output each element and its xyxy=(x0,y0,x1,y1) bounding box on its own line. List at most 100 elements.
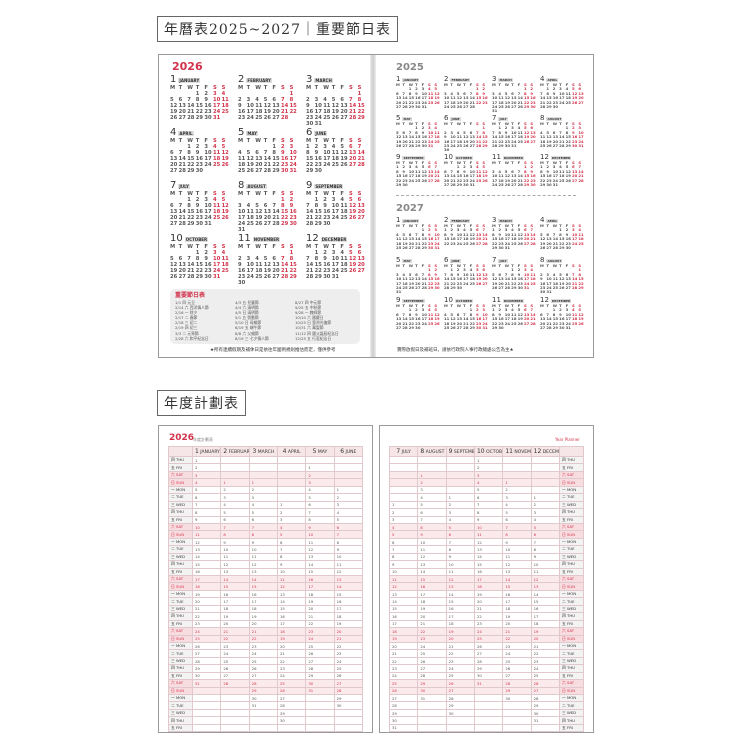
day: 11 xyxy=(540,134,546,140)
day: 24 xyxy=(238,221,246,227)
day: 7 xyxy=(408,129,412,135)
day: 20 xyxy=(427,173,434,179)
day-cell: 10 xyxy=(333,552,364,562)
weekday-label: 日 SUN xyxy=(559,686,584,696)
month-number: 3 xyxy=(306,74,313,85)
day-cell: 25 xyxy=(445,671,475,681)
weekday-letter: T xyxy=(463,160,466,165)
day-cell: 3 xyxy=(417,485,447,495)
weekday-letter: F xyxy=(421,263,425,268)
day: 27 xyxy=(255,168,263,174)
day: 15 xyxy=(578,276,584,282)
day: 6 xyxy=(523,307,527,313)
day: 22 xyxy=(540,177,546,183)
day: 10 xyxy=(469,168,475,174)
day-cell: 28 xyxy=(388,701,419,710)
day: 27 xyxy=(511,182,517,188)
weekday-letter: T xyxy=(331,138,336,144)
day: 25 xyxy=(475,177,482,183)
day-cell xyxy=(502,470,532,480)
day: 9 xyxy=(238,262,242,268)
weekday-label: 日 SUN xyxy=(559,582,584,591)
day: 4 xyxy=(540,129,543,135)
weekday-label: 五 FRI xyxy=(168,515,193,524)
day: 30 xyxy=(546,182,552,188)
day: 1 xyxy=(456,164,460,170)
day: 5 xyxy=(340,144,344,150)
day: 25 xyxy=(434,138,440,144)
day: 27 xyxy=(396,325,402,331)
day-cell: 9 xyxy=(333,545,364,554)
day-cell: 3 xyxy=(191,470,222,480)
weekday-letter: S xyxy=(289,244,294,250)
day: 10 xyxy=(289,150,297,156)
weekday-label: 四 THU xyxy=(559,508,584,517)
day: 11 xyxy=(498,173,504,179)
month-number: 9 xyxy=(306,180,313,191)
day-cell xyxy=(502,455,532,465)
day: 27 xyxy=(357,268,365,274)
day: 13 xyxy=(396,95,402,101)
day: 13 xyxy=(552,134,559,140)
day-cell: 8 xyxy=(333,537,364,547)
day: 12 xyxy=(475,271,482,277)
day-cell: 11 xyxy=(333,560,364,569)
planner-row: 二 TUE 27 24 24 21 26 23 xyxy=(168,649,364,658)
day: 30 xyxy=(289,221,297,227)
day-cell: 9 xyxy=(530,552,561,562)
month-name: JUNE xyxy=(450,259,461,263)
note-left: ★所有連續假期及補休日是依往年國例規則推估而定，僅供參考 xyxy=(210,348,336,353)
day: 17 xyxy=(492,177,498,183)
day: 28 xyxy=(280,115,289,121)
day: 26 xyxy=(482,177,488,183)
day: 20 xyxy=(498,280,504,286)
day-cell: 22 xyxy=(276,656,307,666)
weekday-letter: S xyxy=(475,121,479,126)
day-cell: 21 xyxy=(388,649,419,658)
day-cell: 27 xyxy=(388,693,419,703)
day-cell: 2 xyxy=(305,470,335,480)
day-cell: 13 xyxy=(305,552,335,562)
weekday-letter: T xyxy=(415,303,418,308)
day-cell xyxy=(305,701,335,710)
day: 31 xyxy=(492,108,498,114)
month-header: 3 MARCH xyxy=(492,217,538,224)
day: 23 xyxy=(498,320,504,326)
month-grid: M T W T F S S 1 2 3 4 5 6 7 8 9 10 11 12 13 14 15 16 17 18 19 20 21… xyxy=(396,303,442,331)
day: 28 xyxy=(415,245,421,251)
day: 7 xyxy=(444,271,447,277)
day: 10 xyxy=(463,271,469,277)
day-cell: 8 xyxy=(417,522,447,532)
day: 8 xyxy=(450,271,454,277)
day-cell: 29 xyxy=(191,664,222,673)
weekday-letter: F xyxy=(421,160,425,165)
day: 3 xyxy=(427,125,431,131)
day: 2 xyxy=(463,164,466,170)
planner-row: 29 30 30 三 WED xyxy=(388,708,584,718)
day: 14 xyxy=(306,262,314,268)
weekday-label: 一 MON xyxy=(168,537,193,547)
month-number: 6 xyxy=(306,127,313,138)
day: 22 xyxy=(396,177,402,183)
day: 12 xyxy=(463,134,469,140)
day: 30 xyxy=(498,325,504,331)
day: 6 xyxy=(170,150,174,156)
day: 7 xyxy=(402,311,406,317)
day-cell: 22 xyxy=(333,641,364,651)
day: 6 xyxy=(408,231,412,237)
month-grid: M T W T F S S 1 2 3 4 5 6 7 8 9 10 11 12 13 14 15 16 17 18 19 20 21… xyxy=(540,121,586,148)
day-cell: 28 xyxy=(248,679,278,688)
weekday-letter: S xyxy=(530,82,534,87)
month-number: 1 xyxy=(170,74,177,85)
day: 24 xyxy=(469,177,475,183)
month-header: 6 JUNE xyxy=(306,128,368,138)
day: 2 xyxy=(559,307,562,313)
day: 14 xyxy=(415,236,421,242)
day: 18 xyxy=(456,138,463,144)
day: 20 xyxy=(463,99,469,105)
month-grid: M T W T F S S 1 2 3 4 5 6 7 8 9 10 11 12 13 14 15 16 17 18 19 20 21… xyxy=(492,303,538,331)
day: 19 xyxy=(421,173,427,179)
day: 21 xyxy=(475,138,482,144)
month-grid: M T W T F S S 1 2 3 4 5 6 7 8 9 10 11 12 13 14 15 16 17 18 19 20 21… xyxy=(540,160,586,188)
day: 9 xyxy=(323,203,327,209)
